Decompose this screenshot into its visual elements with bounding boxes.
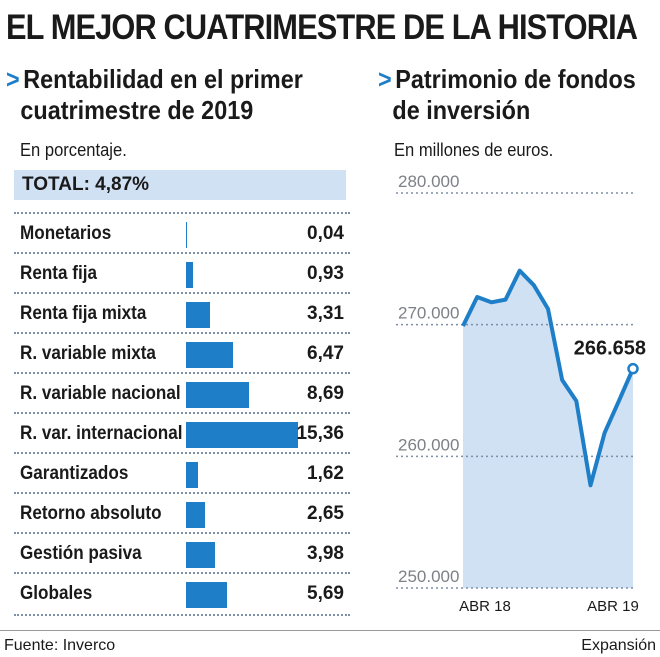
bar [186, 302, 211, 328]
bar-subtitle-line1: Rentabilidad en el primer [23, 64, 303, 94]
bar-value-label: 0,93 [307, 263, 344, 284]
bar-category-label: Renta fija mixta [20, 303, 147, 324]
bar-row: R. variable nacional 8,69 [14, 372, 350, 414]
bar-value-label: 2,65 [307, 503, 344, 524]
bar-row: Globales 5,69 [14, 572, 350, 614]
bar-row: Gestión pasiva 3,98 [14, 532, 350, 574]
area-subtitle-line1: Patrimonio de fondos [395, 64, 636, 94]
y-tick-label: 270.000 [398, 304, 459, 323]
x-tick-label: ABR 19 [587, 598, 639, 615]
bar [186, 382, 250, 408]
y-tick-label: 280.000 [398, 172, 459, 191]
arrow-icon: > [378, 64, 392, 94]
y-tick-label: 250.000 [398, 567, 459, 586]
bar-chart-subtitle: > Rentabilidad en el primer cuatrimestre … [6, 64, 303, 126]
bar-category-label: Globales [20, 583, 93, 604]
x-tick-label: ABR 18 [459, 598, 511, 615]
end-point [627, 362, 639, 375]
total-box: TOTAL: 4,87% [14, 170, 346, 200]
area-fill [463, 270, 633, 588]
end-value-label: 266.658 [574, 338, 646, 360]
bar-value-label: 3,98 [307, 543, 344, 564]
bar-category-label: Monetarios [20, 223, 112, 244]
bar-value-label: 15,36 [296, 423, 344, 444]
source-label: Fuente: Inverco [4, 637, 116, 654]
bar-category-label: Retorno absoluto [20, 503, 162, 524]
bar-row: R. var. internacional 15,36 [14, 412, 350, 454]
bar [186, 582, 228, 608]
bar-category-label: R. variable mixta [20, 343, 156, 364]
bar-row: Monetarios 0,04 [14, 212, 350, 254]
area-unit-label: En millones de euros. [394, 140, 554, 160]
bar-unit-label: En porcentaje. [20, 140, 127, 160]
area-chart-subtitle: > Patrimonio de fondos de inversión [378, 64, 636, 126]
bar [186, 502, 206, 528]
bar [186, 262, 193, 288]
bar-row: R. variable mixta 6,47 [14, 332, 350, 374]
bar-row: Retorno absoluto 2,65 [14, 492, 350, 534]
bar [186, 542, 216, 568]
y-tick-label: 260.000 [398, 435, 459, 454]
bar-category-label: R. var. internacional [20, 423, 183, 444]
total-label: TOTAL: 4,87% [22, 174, 150, 195]
bar [186, 422, 298, 448]
series-line [461, 268, 635, 488]
bar-row: Garantizados 1,62 [14, 452, 350, 494]
footer-rule [0, 630, 660, 631]
bar [186, 462, 198, 488]
bar-value-label: 3,31 [307, 303, 344, 324]
bar-category-label: Gestión pasiva [20, 543, 142, 564]
bar [186, 222, 187, 248]
bar-row: Renta fija mixta 3,31 [14, 292, 350, 334]
bar-subtitle-line2: cuatrimestre de 2019 [20, 95, 254, 125]
bar-value-label: 1,62 [307, 463, 344, 484]
bar-value-label: 6,47 [307, 343, 344, 364]
bar-row: Renta fija 0,93 [14, 252, 350, 294]
brand-label: Expansión [581, 637, 656, 654]
bar-category-label: Garantizados [20, 463, 129, 484]
area-subtitle-line2: de inversión [392, 95, 531, 125]
main-title: EL MEJOR CUATRIMESTRE DE LA HISTORIA [6, 8, 638, 47]
bar-value-label: 5,69 [307, 583, 344, 604]
arrow-icon: > [6, 64, 20, 94]
bar-value-label: 8,69 [307, 383, 344, 404]
bar-category-label: R. variable nacional [20, 383, 181, 404]
bar [186, 342, 234, 368]
bar-category-label: Renta fija [20, 263, 97, 284]
bar-chart-bottom-rule [14, 614, 350, 616]
bar-value-label: 0,04 [307, 223, 344, 244]
